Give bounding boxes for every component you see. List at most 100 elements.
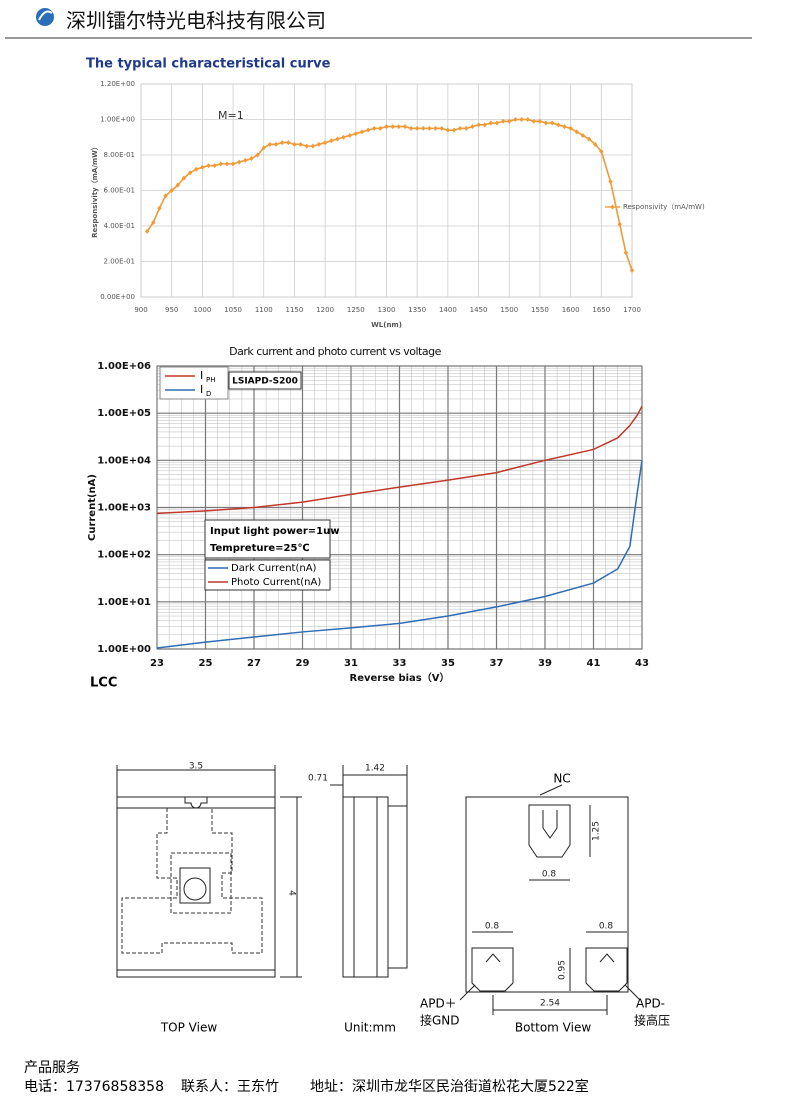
x-tick-label: 1550	[531, 306, 549, 314]
footer-heading: 产品服务	[24, 1060, 80, 1076]
package: LCC	[90, 676, 117, 691]
point	[396, 124, 401, 130]
point	[353, 131, 359, 137]
point	[433, 125, 438, 131]
y-axis-label: Current(nA)	[87, 474, 98, 541]
point	[249, 156, 254, 162]
x-tick-label: 33	[393, 658, 407, 669]
point	[537, 118, 543, 124]
x-tick-label: 1150	[286, 306, 304, 314]
x-tick-label: 43	[635, 658, 649, 669]
pin-label: NC	[553, 772, 570, 786]
point	[531, 118, 536, 124]
point	[378, 125, 383, 131]
point	[574, 129, 579, 135]
dim-label: 1.25	[592, 821, 602, 841]
point	[157, 205, 162, 211]
x-tick-label: 35	[441, 658, 455, 669]
point	[359, 129, 365, 135]
point	[592, 141, 598, 147]
model-box	[228, 371, 302, 390]
bottom-view: NC 1.25 0.8 0.8 0.8 0.95 2.54 APD＋ 接GND …	[420, 772, 670, 1028]
chart: 0.00E+00 2.00E-01 4.00E-01 6.00E-01 8.00E-01…	[91, 80, 641, 329]
point	[365, 127, 371, 133]
point	[556, 122, 561, 128]
y-tick-label: 4.00E-01	[104, 222, 135, 230]
x-tick-label: 1400	[439, 306, 457, 314]
y-axis-label: Responsivity（mA/mW）	[91, 143, 99, 238]
dim-label: 0.8	[542, 870, 557, 880]
point	[390, 124, 395, 130]
x-tick-label: 950	[165, 306, 178, 314]
point	[525, 117, 530, 122]
y-tick-label: 1.00E+01	[97, 597, 151, 608]
y-tick-label: 1.00E+00	[97, 644, 151, 655]
legend-subscript: D	[206, 390, 211, 398]
point	[451, 127, 457, 133]
point	[292, 141, 297, 147]
pin-label: APD＋	[420, 997, 457, 1011]
point	[200, 164, 205, 170]
chart-title: Dark current and photo current vs voltag…	[229, 345, 441, 358]
point	[372, 125, 377, 131]
point	[267, 141, 273, 147]
chart: 1.00E+00 1.00E+01 1.00E+02 1.00E+03 1.00E+04…	[87, 345, 649, 684]
point	[151, 219, 156, 225]
point	[316, 141, 322, 147]
pin-label: 接GND	[420, 1013, 460, 1028]
x-tick-label: 1100	[255, 306, 273, 314]
point	[347, 132, 352, 138]
point	[445, 127, 451, 133]
company-name: 深圳镭尔特光电科技有限公司	[66, 9, 326, 33]
point	[341, 134, 346, 140]
legend-marker	[610, 204, 615, 210]
dim-label: 3.5	[189, 762, 203, 772]
y-tick-label: 8.00E-01	[104, 151, 135, 159]
point	[144, 228, 150, 234]
view-label: Unit:mm	[344, 1021, 396, 1035]
dim-label: 0.71	[308, 774, 328, 784]
point	[439, 125, 444, 131]
y-tick-label: 2.00E-01	[104, 258, 135, 266]
logo-mark	[38, 10, 53, 21]
point	[457, 125, 463, 131]
point	[163, 193, 168, 199]
point	[617, 221, 622, 227]
point	[230, 161, 236, 167]
x-tick-label: 1050	[224, 306, 242, 314]
point	[243, 157, 248, 163]
point	[224, 161, 230, 167]
y-tick-label: 1.00E+04	[97, 455, 151, 466]
y-tick-label: 1.00E+05	[97, 408, 151, 419]
point	[494, 120, 500, 126]
point	[329, 138, 334, 144]
dim-label: 2.54	[540, 999, 560, 1009]
footer-phone: 电话：17376858358	[24, 1079, 164, 1095]
conditions-box	[204, 519, 331, 559]
point	[175, 182, 181, 188]
legend-symbol: I	[200, 369, 203, 382]
point	[169, 188, 174, 193]
y-tick-label: 6.00E-01	[104, 187, 135, 195]
y-tick-label: 1.00E+06	[97, 361, 151, 372]
point	[273, 141, 279, 147]
point	[519, 117, 524, 122]
point	[513, 117, 518, 122]
footer-address: 地址：深圳市龙华区民治街道松花大厦522室	[310, 1078, 589, 1095]
x-tick-label: 1300	[378, 306, 396, 314]
section-title: The typical characteristical curve	[86, 57, 331, 72]
point	[568, 125, 573, 131]
point	[279, 140, 285, 146]
dim-label: 0.95	[558, 960, 568, 980]
point	[464, 125, 469, 131]
x-tick-label: 1650	[592, 306, 610, 314]
legend-label: Photo Current(nA)	[231, 577, 321, 588]
point	[414, 125, 420, 131]
point	[304, 143, 309, 149]
point	[187, 170, 193, 176]
point	[623, 250, 629, 256]
x-tick-label: 900	[134, 306, 147, 314]
point	[476, 122, 481, 128]
point	[629, 267, 635, 273]
